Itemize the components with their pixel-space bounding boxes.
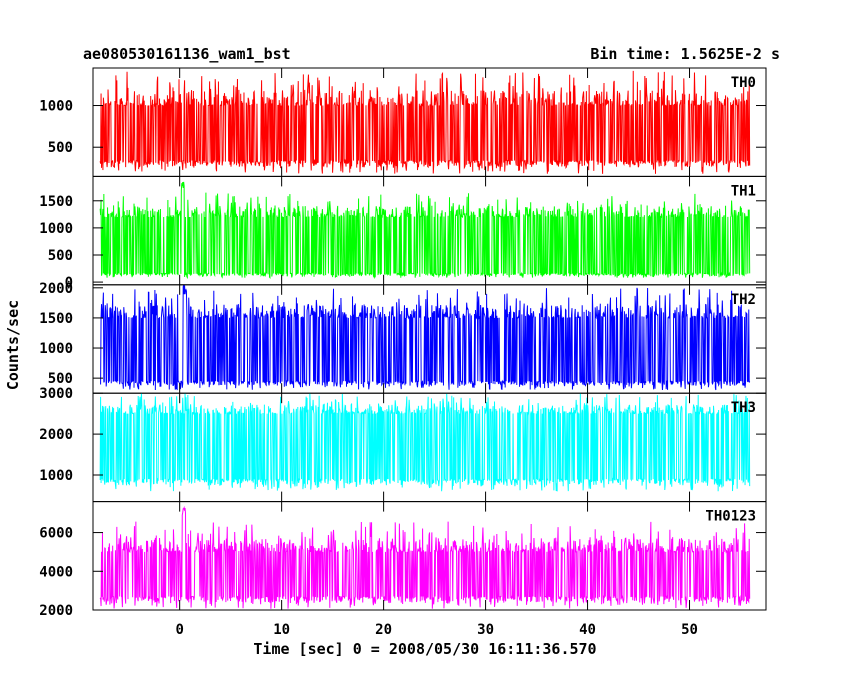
bin-time-label: Bin time: 1.5625E-2 s [590, 45, 780, 63]
y-tick-label: 6000 [39, 526, 73, 542]
x-tick-label: 40 [579, 622, 596, 638]
series-th0123 [99, 505, 751, 609]
chart-title: ae080530161136_wam1_bst [83, 45, 291, 63]
x-tick-label: 50 [681, 622, 698, 638]
y-tick-label: 4000 [39, 564, 73, 580]
y-axis-label: Counts/sec [4, 300, 22, 390]
y-tick-label: 500 [48, 371, 73, 387]
x-tick-label: 20 [375, 622, 392, 638]
panel-label: TH3 [731, 400, 756, 416]
x-tick-label: 10 [273, 622, 290, 638]
panel-label: TH2 [731, 292, 756, 308]
panel-frame [92, 501, 767, 611]
panels-group: 500 1000 TH0 0 500 1000 1500 TH1 500 1000 1500 2000… [39, 67, 767, 619]
series-th2 [100, 284, 751, 391]
y-tick-label: 2000 [39, 603, 73, 619]
series-th0 [99, 70, 751, 174]
panel-label: TH1 [731, 183, 756, 199]
series-th1 [99, 181, 751, 280]
panel-th3: 1000 2000 3000 TH3 [39, 386, 767, 503]
y-tick-label: 2000 [39, 281, 73, 297]
y-tick-label: 1000 [39, 341, 73, 357]
y-tick-label: 1500 [39, 311, 73, 327]
y-tick-label: 1000 [39, 99, 73, 115]
panel-label: TH0 [731, 75, 756, 91]
x-axis-label: Time [sec] 0 = 2008/05/30 16:11:36.570 [253, 640, 596, 658]
y-tick-label: 1000 [39, 468, 73, 484]
y-tick-label: 500 [48, 140, 73, 156]
panel-th0: 500 1000 TH0 [39, 67, 767, 177]
panel-th0123: 2000 4000 6000 TH0123 [39, 501, 767, 619]
x-tick-label: 30 [477, 622, 494, 638]
panel-th1: 0 500 1000 1500 TH1 [39, 175, 767, 291]
panel-th2: 500 1000 1500 2000 TH2 [39, 281, 767, 394]
y-tick-label: 3000 [39, 386, 73, 402]
x-axis: 0 10 20 30 40 50 [175, 622, 697, 638]
y-tick-label: 0 [65, 275, 73, 291]
x-tick-label: 0 [175, 622, 183, 638]
y-tick-label: 1500 [39, 194, 73, 210]
panel-label: TH0123 [705, 509, 756, 525]
y-tick-label: 500 [48, 248, 73, 264]
y-tick-label: 1000 [39, 221, 73, 237]
y-tick-label: 2000 [39, 427, 73, 443]
series-th3 [99, 393, 751, 492]
